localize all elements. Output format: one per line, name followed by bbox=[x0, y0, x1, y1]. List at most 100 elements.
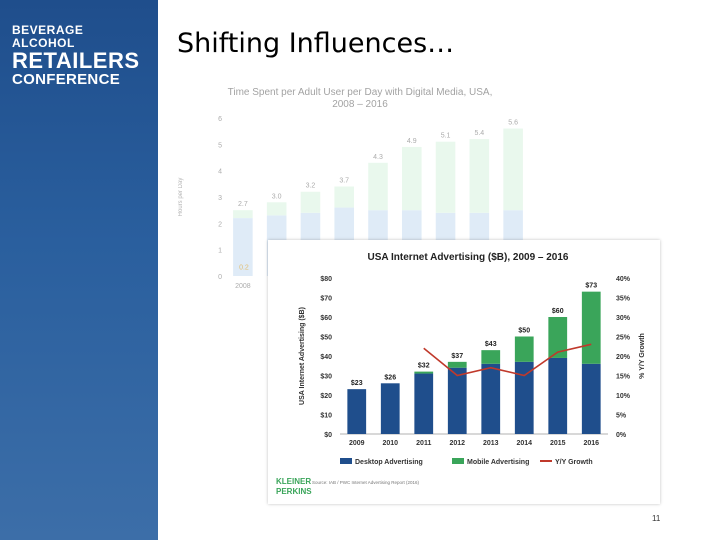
bar-mobile bbox=[481, 350, 501, 364]
bar-desktop bbox=[481, 363, 501, 434]
bg-y-tick-label: 0 bbox=[218, 274, 222, 281]
bg-total-label: 5.1 bbox=[441, 133, 451, 140]
bg-y-tick-label: 6 bbox=[218, 116, 222, 123]
bg-total-label: 5.6 bbox=[508, 120, 518, 127]
y-tick-label: $0 bbox=[324, 432, 332, 439]
x-tick-label: 2010 bbox=[382, 440, 398, 447]
y2-tick-label: 5% bbox=[616, 413, 627, 420]
bg-y-tick-label: 4 bbox=[218, 169, 222, 176]
x-tick-label: 2013 bbox=[483, 440, 499, 447]
bg-bar-mobile bbox=[469, 139, 490, 213]
bg-y-tick-label: 2 bbox=[218, 221, 222, 228]
y-axis-label: USA Internet Advertising ($B) bbox=[299, 307, 306, 405]
total-label: $50 bbox=[518, 328, 530, 335]
bg-bar-mobile bbox=[334, 186, 355, 208]
internet-advertising-chart: USA Internet Advertising ($B), 2009 – 20… bbox=[268, 240, 660, 504]
bar-mobile bbox=[414, 371, 434, 374]
y2-tick-label: 0% bbox=[616, 432, 627, 439]
total-label: $60 bbox=[552, 308, 564, 315]
bg-bar-mobile bbox=[435, 141, 456, 213]
bar-desktop bbox=[548, 357, 568, 434]
bg-annotation: 0.2 bbox=[239, 265, 249, 272]
y-tick-label: $30 bbox=[320, 374, 332, 381]
bar-mobile bbox=[581, 291, 601, 364]
bg-y-tick-label: 5 bbox=[218, 142, 222, 149]
bg-total-label: 3.0 bbox=[272, 193, 282, 200]
bg-bar-desktop bbox=[233, 218, 253, 276]
bg-y-tick-label: 1 bbox=[218, 248, 222, 255]
total-label: $26 bbox=[384, 374, 396, 381]
bg-chart-title-line2: 2008 – 2016 bbox=[332, 99, 388, 110]
bg-total-label: 4.3 bbox=[373, 154, 383, 161]
total-label: $73 bbox=[585, 283, 597, 290]
y-tick-label: $50 bbox=[320, 335, 332, 342]
bg-bar-mobile bbox=[503, 128, 523, 211]
x-tick-label: 2009 bbox=[349, 440, 365, 447]
bg-total-label: 4.9 bbox=[407, 138, 417, 145]
y-tick-label: $10 bbox=[320, 413, 332, 420]
legend-label: Desktop Advertising bbox=[355, 459, 423, 466]
bar-desktop bbox=[380, 383, 400, 434]
bar-desktop bbox=[447, 367, 467, 434]
bar-desktop bbox=[514, 361, 534, 434]
bg-total-label: 3.2 bbox=[306, 183, 316, 190]
y-tick-label: $40 bbox=[320, 354, 332, 361]
total-label: $23 bbox=[351, 380, 363, 387]
bg-y-tick-label: 3 bbox=[218, 195, 222, 202]
x-tick-label: 2016 bbox=[583, 440, 599, 447]
chart-source: Source: IAB / PWC Internet Advertising R… bbox=[312, 480, 420, 485]
bar-mobile bbox=[514, 336, 534, 362]
y2-tick-label: 20% bbox=[616, 354, 631, 361]
logo-line-2: RETAILERS bbox=[12, 48, 140, 73]
bg-bar-mobile bbox=[233, 210, 253, 219]
y2-tick-label: 30% bbox=[616, 315, 631, 322]
legend-swatch bbox=[452, 458, 464, 464]
bg-total-label: 3.7 bbox=[339, 177, 349, 184]
sidebar: BEVERAGE ALCOHOL RETAILERS CONFERENCE bbox=[0, 0, 158, 540]
y-tick-label: $70 bbox=[320, 296, 332, 303]
page-number: 11 bbox=[652, 514, 661, 523]
bar-mobile bbox=[447, 361, 467, 368]
bg-bar-mobile bbox=[401, 146, 422, 211]
bar-mobile bbox=[548, 317, 568, 358]
y-tick-label: $60 bbox=[320, 315, 332, 322]
bg-x-tick-label: 2008 bbox=[235, 283, 251, 290]
bg-total-label: 2.7 bbox=[238, 201, 248, 208]
bg-y-axis-label: Hours per Day bbox=[178, 178, 184, 217]
y2-tick-label: 40% bbox=[616, 276, 631, 283]
y2-axis-label: % Y/Y Growth bbox=[639, 333, 646, 379]
chart-title: USA Internet Advertising ($B), 2009 – 20… bbox=[368, 252, 569, 263]
x-tick-label: 2012 bbox=[449, 440, 465, 447]
legend-swatch bbox=[340, 458, 352, 464]
total-label: $43 bbox=[485, 341, 497, 348]
bg-bar-mobile bbox=[300, 191, 321, 213]
slide-title: Shifting Influences… bbox=[177, 28, 455, 59]
y2-tick-label: 25% bbox=[616, 335, 631, 342]
logo-line-1: BEVERAGE ALCOHOL bbox=[12, 23, 84, 50]
time-spent-chart: Time Spent per Adult User per Day with D… bbox=[178, 87, 523, 290]
y-tick-label: $20 bbox=[320, 393, 332, 400]
growth-line bbox=[423, 343, 592, 377]
legend-label: Mobile Advertising bbox=[467, 459, 529, 466]
legend-label: Y/Y Growth bbox=[555, 459, 593, 466]
y2-tick-label: 15% bbox=[616, 374, 631, 381]
kleiner-logo-line2: PERKINS bbox=[276, 487, 312, 496]
x-tick-label: 2015 bbox=[550, 440, 566, 447]
total-label: $32 bbox=[418, 363, 430, 370]
x-tick-label: 2014 bbox=[516, 440, 532, 447]
y-tick-label: $80 bbox=[320, 276, 332, 283]
logo-line-3: CONFERENCE bbox=[12, 71, 121, 88]
kleiner-logo-line1: KLEINER bbox=[276, 477, 311, 486]
bar-desktop bbox=[581, 363, 601, 434]
bg-bar-mobile bbox=[266, 202, 287, 216]
y2-tick-label: 10% bbox=[616, 393, 631, 400]
bg-chart-title-line1: Time Spent per Adult User per Day with D… bbox=[228, 87, 493, 98]
conference-logo: BEVERAGE ALCOHOL RETAILERS CONFERENCE bbox=[12, 24, 140, 88]
bar-desktop bbox=[414, 373, 434, 434]
bg-total-label: 5.4 bbox=[474, 130, 484, 137]
bg-bar-mobile bbox=[368, 162, 388, 211]
bar-desktop bbox=[347, 389, 367, 434]
total-label: $37 bbox=[451, 353, 463, 360]
x-tick-label: 2011 bbox=[416, 440, 431, 447]
y2-tick-label: 35% bbox=[616, 296, 631, 303]
